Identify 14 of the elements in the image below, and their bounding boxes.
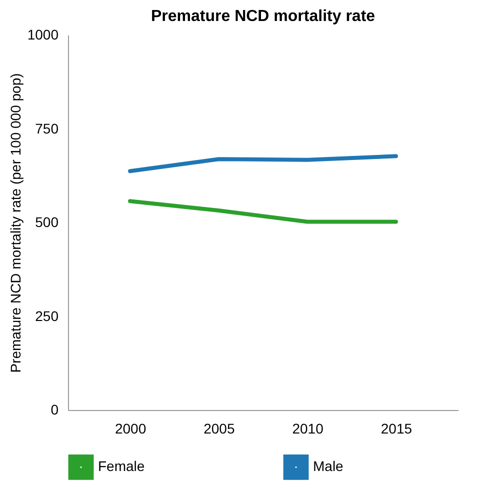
legend-label: Female xyxy=(98,458,145,474)
legend-label: Male xyxy=(313,458,344,474)
y-tick-label: 1000 xyxy=(27,26,59,42)
x-tick-label: 2010 xyxy=(292,420,324,436)
y-axis-title: Premature NCD mortality rate (per 100 000 pop) xyxy=(7,73,24,373)
y-tick-label: 750 xyxy=(35,120,59,136)
x-tick-label: 2000 xyxy=(114,420,146,436)
line-series xyxy=(128,154,398,174)
chart-title: Premature NCD mortality rate xyxy=(150,8,376,25)
y-tick-label: 0 xyxy=(50,402,59,418)
y-tick-label: 250 xyxy=(35,308,59,324)
x-tick-label: 2015 xyxy=(380,420,412,436)
x-tick-label: 2005 xyxy=(204,420,235,436)
y-tick-label: 500 xyxy=(35,214,59,230)
